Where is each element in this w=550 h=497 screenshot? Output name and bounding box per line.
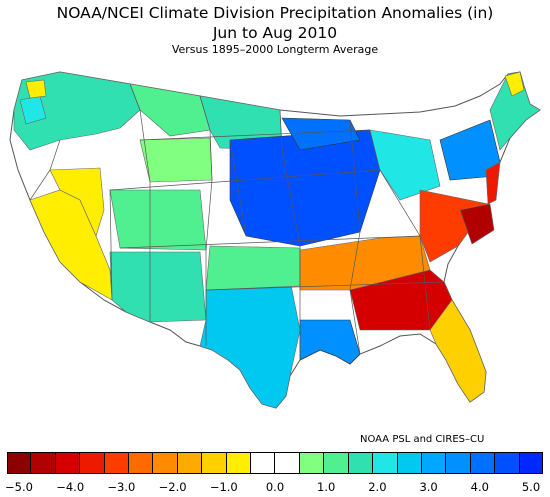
colorbar-tick-label: 1.0: [317, 480, 336, 494]
region-virginia: [459, 203, 495, 245]
colorbar-cell: [103, 452, 129, 474]
colorbar-cell: [250, 452, 275, 474]
colorbar-cell: [298, 452, 324, 474]
region-wyoming: [139, 137, 213, 183]
map-reference-period: Versus 1895–2000 Longterm Average: [171, 43, 379, 56]
colorbar-cell: [176, 452, 202, 474]
colorbar-cell: [274, 452, 299, 474]
credit-label: NOAA PSL and CIRES–CU: [360, 434, 485, 445]
state-boundaries: [29, 83, 445, 360]
colorbar-cell: [225, 452, 251, 474]
colorbar-tick-label: −4.0: [56, 480, 85, 494]
colorbar-cell: [201, 452, 226, 474]
region-florida: [429, 299, 487, 403]
map-subtitle: Jun to Aug 2010: [212, 24, 338, 42]
region-new-england: [489, 71, 541, 151]
colorbar-cell: [420, 452, 446, 474]
colorbar-cell: [128, 452, 153, 474]
colorbar-tick-label: −5.0: [5, 480, 33, 494]
colorbar-cell: [30, 452, 55, 474]
colorbar-tick-label: 5.0: [521, 480, 541, 494]
colorbar-tick-label: 4.0: [470, 480, 489, 494]
colorbar-cell: [396, 452, 421, 474]
colorbar-cell: [7, 452, 31, 474]
colorbar-cell: [54, 452, 80, 474]
colorbar: [7, 452, 543, 474]
colorbar-cell: [347, 452, 373, 474]
colorbar-cell: [518, 452, 543, 474]
colorbar-tick-label: −2.0: [158, 480, 187, 494]
region-puget: [25, 79, 47, 99]
region-maine-north: [504, 71, 525, 97]
colorbar-cell: [152, 452, 177, 474]
colorbar-cell: [494, 452, 519, 474]
region-utah-colorado: [109, 189, 207, 251]
colorbar-tick-label: 3.0: [419, 480, 438, 494]
colorbar-tick-label: 2.0: [368, 480, 387, 494]
region-upper-midwest: [281, 117, 361, 151]
region-oklahoma: [205, 245, 301, 291]
colorbar-cell: [372, 452, 397, 474]
colorbar-cell: [323, 452, 348, 474]
region-pennsylvania-coast: [485, 161, 501, 205]
colorbar-tick-label: −3.0: [107, 480, 136, 494]
colorbar-tick-label: −1.0: [209, 480, 238, 494]
colorbar-cell: [469, 452, 495, 474]
colorbar-cell: [445, 452, 470, 474]
colorbar-tick-label: 0.0: [265, 480, 285, 494]
map-title: NOAA/NCEI Climate Division Precipitation…: [56, 4, 494, 22]
region-texas: [199, 279, 301, 409]
colorbar-cell: [79, 452, 104, 474]
region-nevada: [49, 167, 105, 237]
region-louisiana: [299, 319, 361, 365]
